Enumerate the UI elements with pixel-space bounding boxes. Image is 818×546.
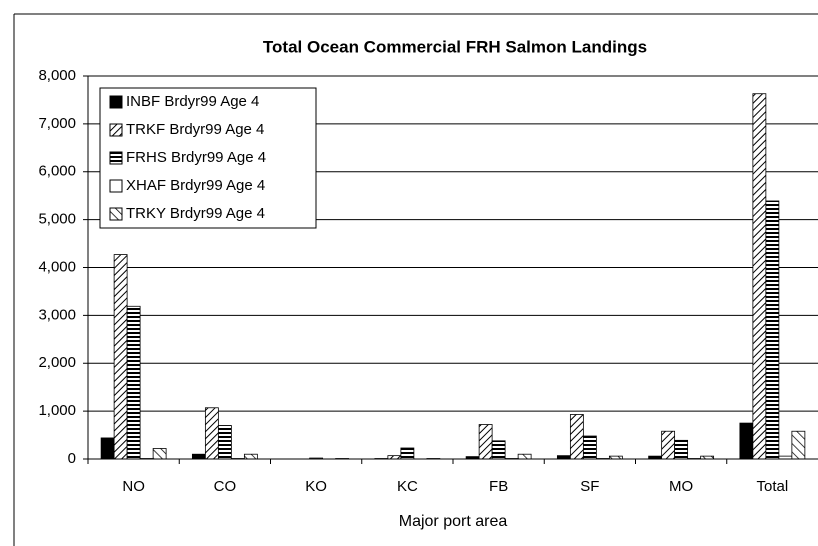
- chart-title: Total Ocean Commercial FRH Salmon Landin…: [263, 37, 647, 56]
- bar: [491, 440, 506, 460]
- bar: [739, 422, 754, 460]
- bar: [113, 254, 128, 460]
- bar: [674, 439, 689, 460]
- x-tick-label: KO: [305, 478, 327, 495]
- y-tick-label: 4,000: [38, 258, 76, 275]
- legend-label: INBF Brdyr99 Age 4: [126, 93, 259, 110]
- bar: [556, 455, 571, 460]
- bar: [191, 453, 206, 460]
- bar: [478, 424, 493, 460]
- bar: [582, 435, 597, 460]
- bar: [765, 200, 780, 460]
- bar: [152, 448, 167, 460]
- legend-swatch: [109, 151, 123, 165]
- bar: [126, 305, 141, 460]
- y-tick-label: 6,000: [38, 163, 76, 180]
- legend-label: TRKY Brdyr99 Age 4: [126, 205, 265, 222]
- x-tick-label: SF: [580, 478, 599, 495]
- y-tick-label: 5,000: [38, 211, 76, 228]
- legend-label: FRHS Brdyr99 Age 4: [126, 149, 266, 166]
- bar: [569, 414, 584, 460]
- legend-label: XHAF Brdyr99 Age 4: [126, 177, 265, 194]
- bar: [517, 453, 532, 460]
- x-tick-label: NO: [122, 478, 145, 495]
- y-tick-label: 0: [68, 450, 76, 467]
- bar: [217, 425, 232, 460]
- x-axis-label: Major port area: [399, 513, 508, 530]
- y-tick-label: 3,000: [38, 306, 76, 323]
- y-tick-label: 1,000: [38, 402, 76, 419]
- legend-swatch: [109, 123, 123, 137]
- y-tick-label: 8,000: [38, 67, 76, 84]
- x-tick-label: CO: [214, 478, 237, 495]
- bar: [400, 447, 415, 460]
- legend-swatch: [109, 207, 123, 221]
- x-tick-label: FB: [489, 478, 508, 495]
- bar: [387, 455, 402, 460]
- legend-box: [99, 87, 317, 229]
- bar: [100, 437, 115, 460]
- y-tick-label: 7,000: [38, 115, 76, 132]
- bar: [243, 453, 258, 460]
- x-tick-label: MO: [669, 478, 693, 495]
- x-tick-label: Total: [757, 478, 789, 495]
- bar: [204, 407, 219, 460]
- legend-label: TRKF Brdyr99 Age 4: [126, 121, 264, 138]
- y-tick-label: 2,000: [38, 354, 76, 371]
- x-tick-label: KC: [397, 478, 418, 495]
- legend-swatch: [109, 95, 123, 109]
- bar: [791, 430, 806, 460]
- bar: [752, 93, 767, 460]
- legend-swatch: [109, 179, 123, 193]
- bar: [661, 430, 676, 460]
